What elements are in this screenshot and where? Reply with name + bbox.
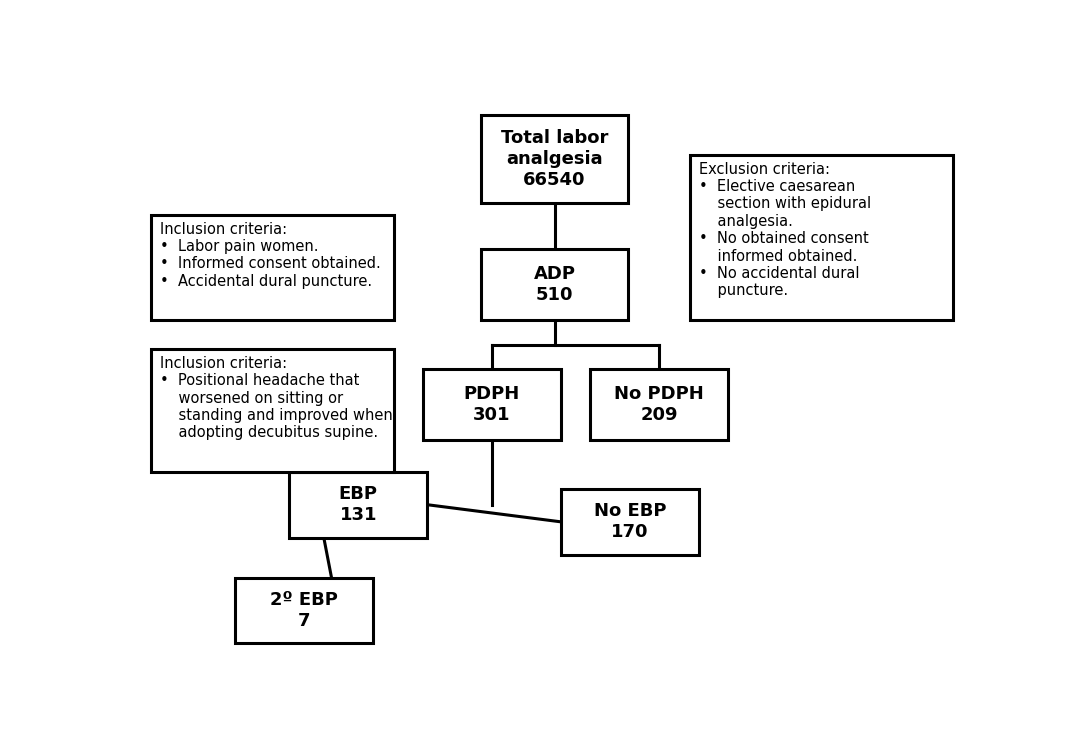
FancyBboxPatch shape — [482, 115, 627, 203]
Text: 2º EBP
7: 2º EBP 7 — [270, 591, 337, 630]
Text: Inclusion criteria:
•  Labor pain women.
•  Informed consent obtained.
•  Accide: Inclusion criteria: • Labor pain women. … — [160, 222, 381, 289]
Text: EBP
131: EBP 131 — [338, 485, 377, 524]
Text: ADP
510: ADP 510 — [534, 266, 576, 304]
FancyBboxPatch shape — [151, 214, 393, 321]
FancyBboxPatch shape — [151, 349, 393, 472]
FancyBboxPatch shape — [423, 369, 561, 441]
Text: Inclusion criteria:
•  Positional headache that
    worsened on sitting or
    s: Inclusion criteria: • Positional headach… — [160, 356, 392, 441]
Text: PDPH
301: PDPH 301 — [464, 385, 520, 424]
Text: No EBP
170: No EBP 170 — [594, 502, 666, 541]
FancyBboxPatch shape — [235, 577, 373, 643]
Text: Exclusion criteria:
•  Elective caesarean
    section with epidural
    analgesi: Exclusion criteria: • Elective caesarean… — [699, 162, 871, 298]
Text: No PDPH
209: No PDPH 209 — [614, 385, 704, 424]
FancyBboxPatch shape — [690, 155, 953, 321]
FancyBboxPatch shape — [590, 369, 728, 441]
FancyBboxPatch shape — [561, 489, 699, 555]
Text: Total labor
analgesia
66540: Total labor analgesia 66540 — [501, 129, 608, 188]
FancyBboxPatch shape — [289, 472, 427, 537]
FancyBboxPatch shape — [482, 249, 627, 321]
